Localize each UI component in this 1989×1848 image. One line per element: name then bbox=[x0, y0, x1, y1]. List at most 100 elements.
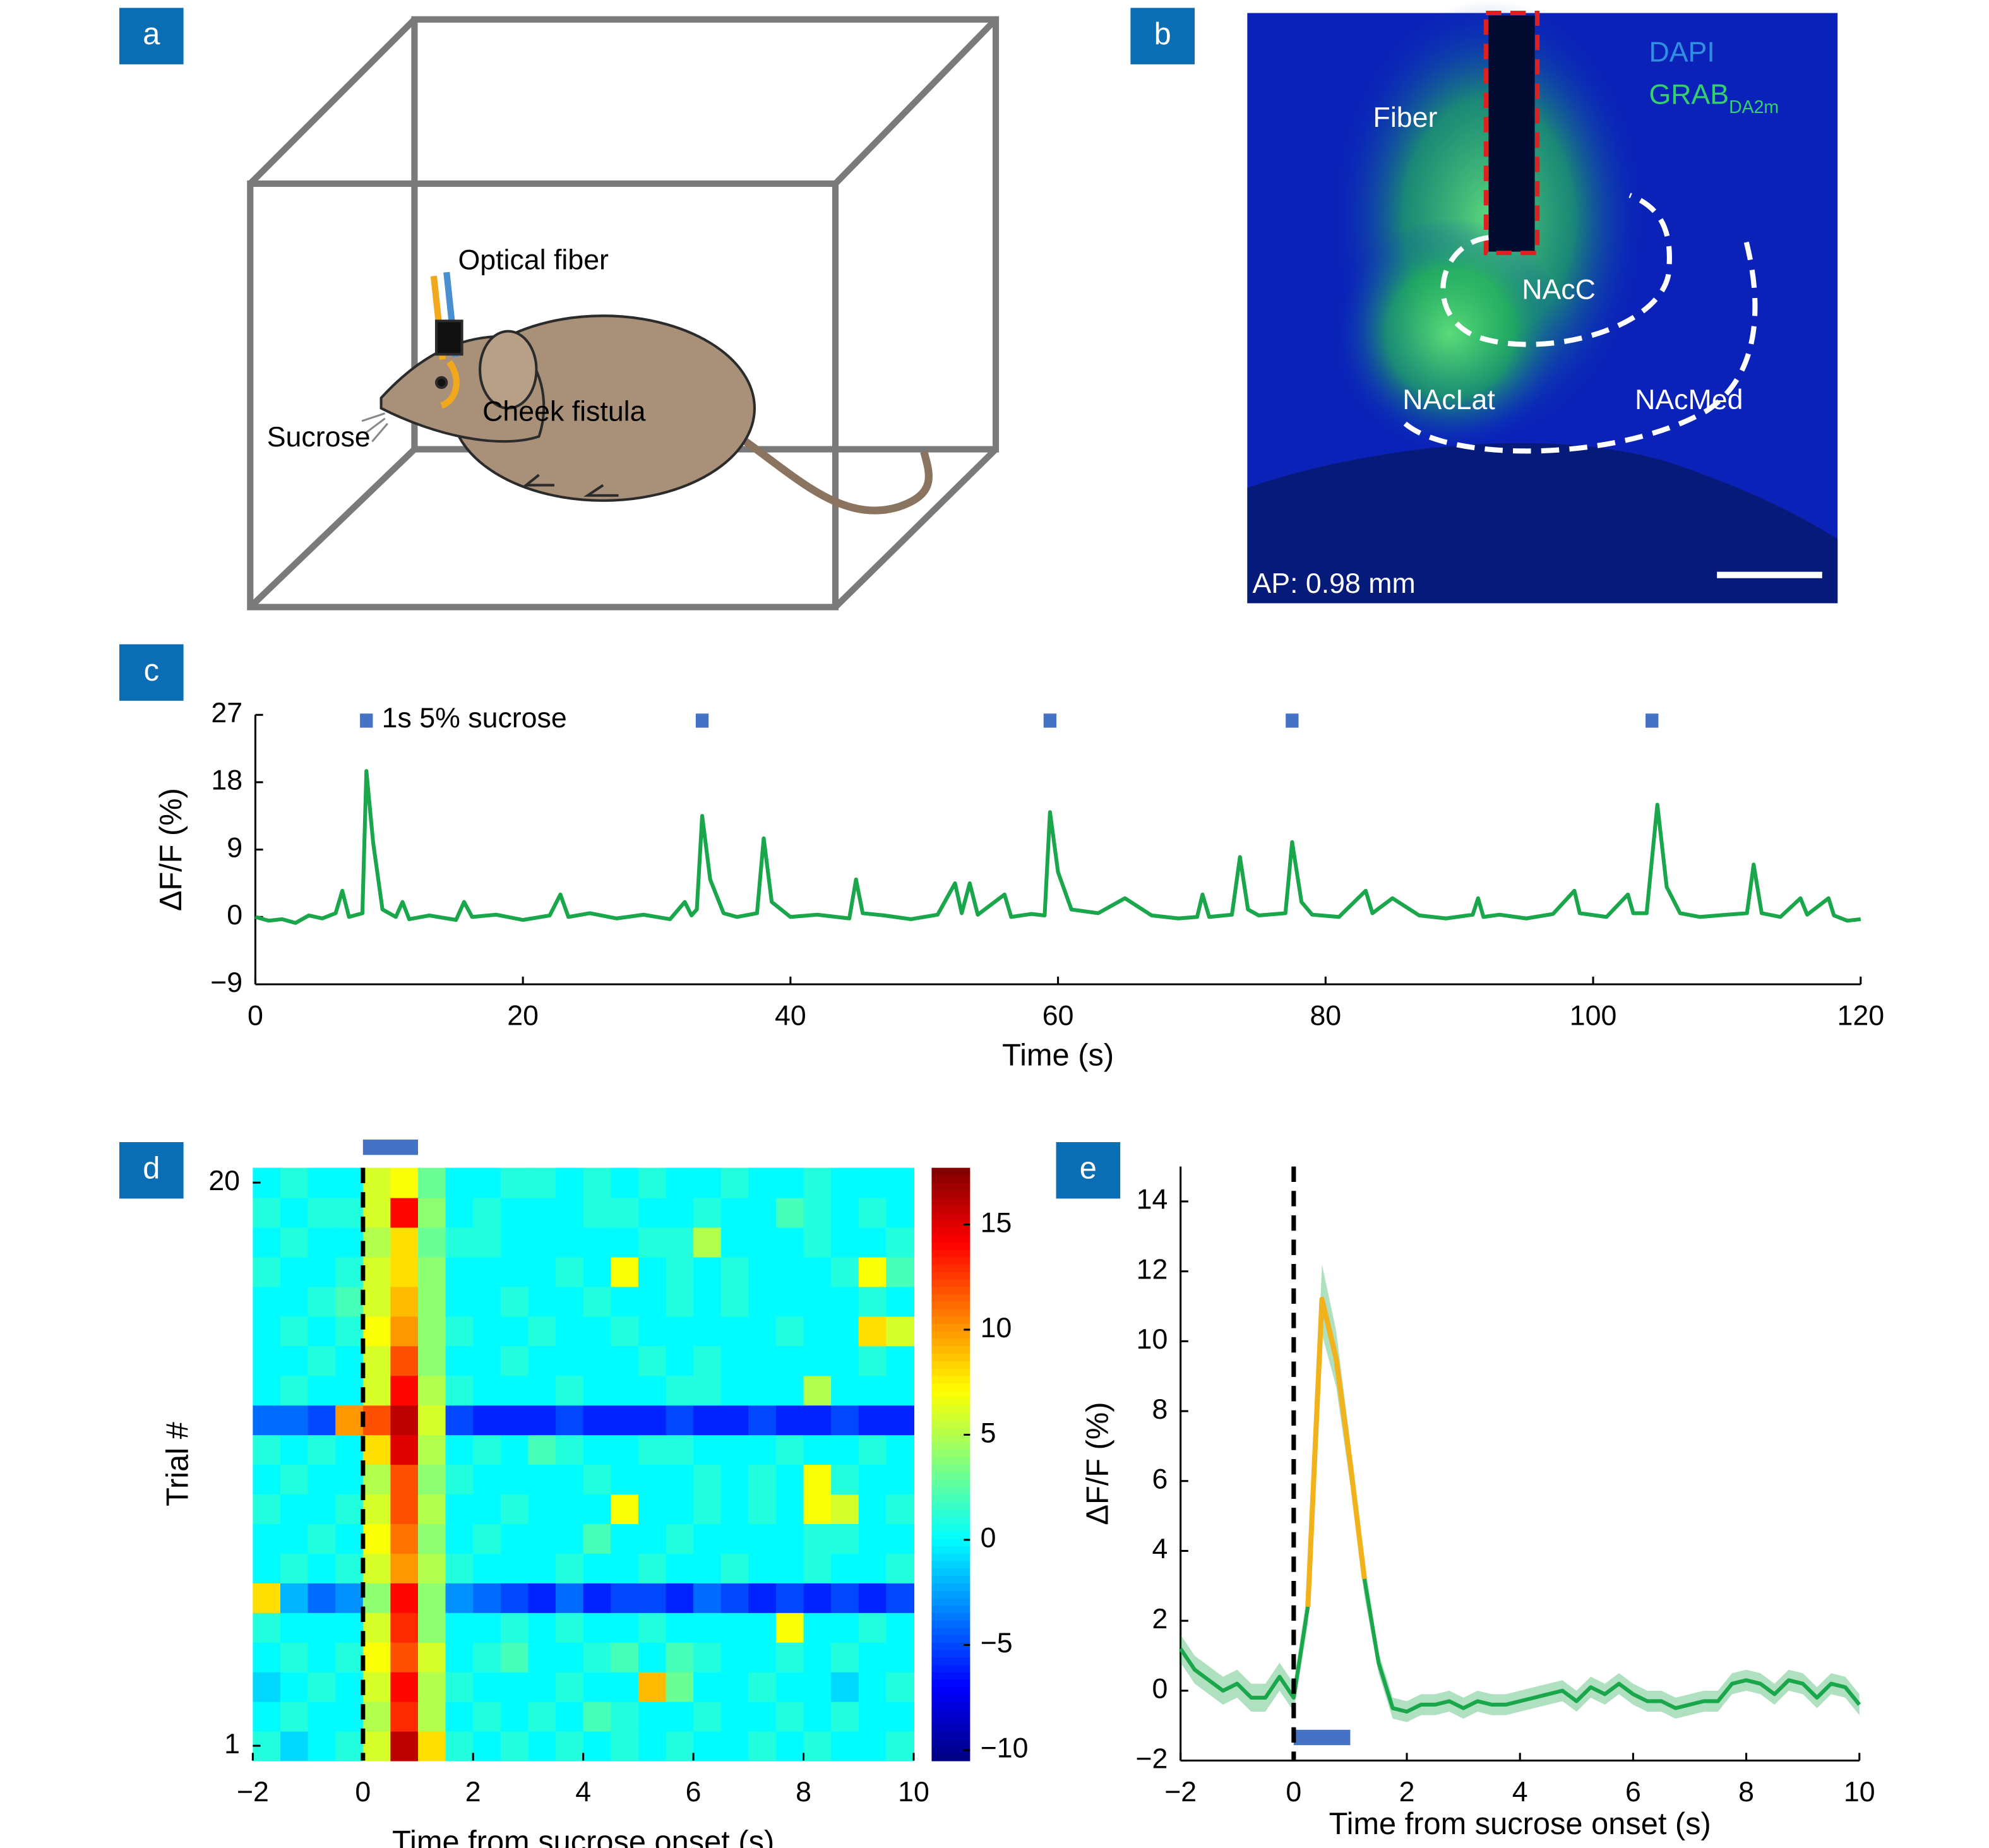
heatmap-cell bbox=[748, 1286, 777, 1317]
line bbox=[254, 769, 1861, 925]
heatmap-cell bbox=[583, 1405, 612, 1436]
heatmap-cell bbox=[280, 1494, 309, 1524]
heatmap-cell bbox=[583, 1582, 612, 1613]
colorbar-step bbox=[931, 1301, 971, 1309]
colorbar-step bbox=[931, 1382, 971, 1391]
heatmap-cell bbox=[528, 1256, 557, 1287]
heatmap-cell bbox=[390, 1227, 419, 1258]
heatmap-cell bbox=[390, 1286, 419, 1317]
colorbar-step bbox=[931, 1279, 971, 1287]
heatmap-cell bbox=[775, 1523, 804, 1554]
heatmap-cell bbox=[748, 1553, 777, 1583]
heatmap-cell bbox=[528, 1582, 557, 1613]
heatmap-cell bbox=[335, 1582, 364, 1613]
heatmap-cell bbox=[500, 1731, 529, 1762]
stimulus-marker bbox=[1043, 713, 1057, 728]
heatmap-cell bbox=[335, 1494, 364, 1524]
heatmap-cell bbox=[418, 1345, 446, 1376]
colorbar-step bbox=[931, 1612, 971, 1621]
colorbar-step bbox=[931, 1686, 971, 1695]
heatmap-cell bbox=[858, 1553, 887, 1583]
colorbar-step bbox=[931, 1546, 971, 1554]
colorbar-step bbox=[931, 1664, 971, 1672]
heatmap-cell bbox=[638, 1464, 667, 1495]
heatmap-cell bbox=[803, 1523, 832, 1554]
label-cheek-fistula: Cheek fistula bbox=[482, 396, 645, 427]
heatmap-cell bbox=[693, 1434, 722, 1465]
heatmap-cell bbox=[280, 1286, 309, 1317]
heatmap-cell bbox=[831, 1642, 859, 1672]
colorbar-step bbox=[931, 1219, 971, 1228]
heatmap-cell bbox=[500, 1642, 529, 1672]
x-axis-label: Time from sucrose onset (s) bbox=[1329, 1807, 1711, 1841]
x-tick-label: 6 bbox=[1625, 1777, 1641, 1808]
colorbar-step bbox=[931, 1708, 971, 1717]
heatmap-cell bbox=[611, 1197, 639, 1228]
heatmap-cell bbox=[500, 1167, 529, 1198]
stimulus-bar bbox=[362, 1139, 419, 1155]
heatmap-cell bbox=[720, 1731, 750, 1762]
x-tick-label: 120 bbox=[1837, 1001, 1884, 1032]
heatmap-cell bbox=[445, 1642, 474, 1672]
heatmap-cell bbox=[748, 1434, 777, 1465]
colorbar-step bbox=[931, 1635, 971, 1643]
heatmap-cell bbox=[748, 1464, 777, 1495]
heatmap-cell bbox=[556, 1167, 584, 1198]
heatmap-cell bbox=[500, 1701, 529, 1732]
heatmap-cell bbox=[748, 1167, 777, 1198]
y-tick-label: 2 bbox=[1152, 1604, 1168, 1635]
heatmap-cell bbox=[583, 1316, 612, 1347]
heatmap-cell bbox=[308, 1582, 337, 1613]
heatmap-cell bbox=[831, 1701, 859, 1732]
heatmap-cell bbox=[445, 1553, 474, 1583]
heatmap-cell bbox=[473, 1582, 501, 1613]
heatmap-cell bbox=[500, 1375, 529, 1406]
heatmap-cell bbox=[280, 1405, 309, 1436]
heatmap-cell bbox=[500, 1612, 529, 1643]
colorbar-step bbox=[931, 1308, 971, 1317]
heatmap-cell bbox=[583, 1434, 612, 1465]
colorbar-step bbox=[931, 1701, 971, 1710]
y-tick-label: −9 bbox=[210, 967, 242, 998]
heatmap-cell bbox=[803, 1167, 832, 1198]
heatmap-cell bbox=[473, 1316, 501, 1347]
heatmap-cell bbox=[803, 1256, 832, 1287]
colorbar-step bbox=[931, 1419, 971, 1428]
heatmap-cell bbox=[528, 1494, 557, 1524]
heatmap-cell bbox=[362, 1405, 391, 1436]
heatmap-cell bbox=[418, 1167, 446, 1198]
heatmap-cell bbox=[418, 1553, 446, 1583]
colorbar-step bbox=[931, 1390, 971, 1398]
heatmap-cell bbox=[473, 1494, 501, 1524]
heatmap-cell bbox=[308, 1227, 337, 1258]
heatmap-cell bbox=[500, 1582, 529, 1613]
heatmap-cell bbox=[831, 1553, 859, 1583]
heatmap-cell bbox=[583, 1612, 612, 1643]
heatmap-cell bbox=[390, 1316, 419, 1347]
heatmap-cell bbox=[638, 1523, 667, 1554]
colorbar-step bbox=[931, 1167, 971, 1176]
heatmap-cell bbox=[638, 1256, 667, 1287]
heatmap-cell bbox=[335, 1701, 364, 1732]
heatmap-cell bbox=[473, 1345, 501, 1376]
colorbar-step bbox=[931, 1731, 971, 1739]
heatmap-cell bbox=[886, 1167, 914, 1198]
heatmap-cell bbox=[775, 1286, 804, 1317]
heatmap-cell bbox=[390, 1523, 419, 1554]
heatmap-cell bbox=[666, 1256, 695, 1287]
heatmap-cell bbox=[556, 1286, 584, 1317]
heatmap-cell bbox=[280, 1731, 309, 1762]
heatmap-cell bbox=[775, 1553, 804, 1583]
colorbar-step bbox=[931, 1619, 971, 1628]
heatmap-cell bbox=[775, 1612, 804, 1643]
colorbar-step bbox=[931, 1183, 971, 1191]
heatmap-cell bbox=[280, 1582, 309, 1613]
colorbar-step bbox=[931, 1212, 971, 1220]
heatmap-cell bbox=[418, 1701, 446, 1732]
stimulus-marker bbox=[1646, 713, 1659, 728]
heatmap-cell bbox=[556, 1316, 584, 1347]
heatmap-cell bbox=[500, 1345, 529, 1376]
heatmap-cell bbox=[528, 1642, 557, 1672]
heatmap-cell bbox=[886, 1464, 914, 1495]
heatmap-cell bbox=[611, 1582, 639, 1613]
